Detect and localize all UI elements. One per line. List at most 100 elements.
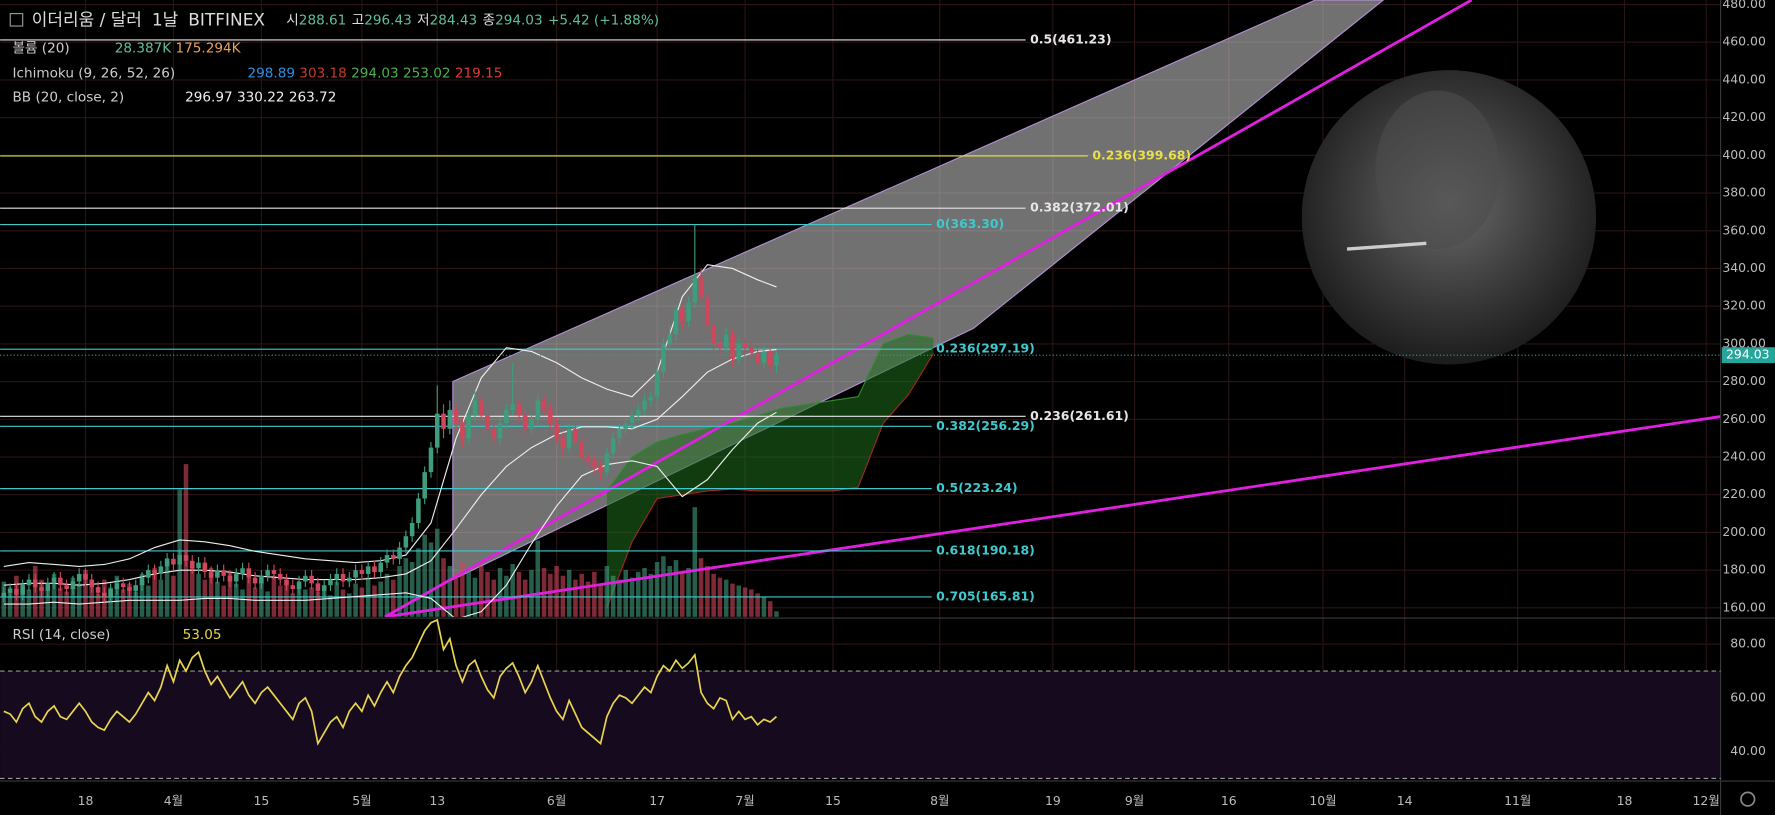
volume-bar xyxy=(227,571,233,617)
candle-body xyxy=(742,343,748,348)
candle-body xyxy=(290,585,296,590)
volume-bar xyxy=(76,583,82,617)
volume-bar xyxy=(409,562,415,617)
x-tick-label: 15 xyxy=(253,793,269,808)
candle-body xyxy=(692,277,698,303)
candle-body xyxy=(372,566,377,573)
candle-body xyxy=(227,575,233,582)
volume-bar xyxy=(434,528,440,617)
x-tick-label: 16 xyxy=(1221,793,1237,808)
volume-bar xyxy=(592,571,597,617)
candle-body xyxy=(661,343,666,373)
last-price-tag xyxy=(1721,347,1775,364)
y-tick-label: 300.00 xyxy=(1722,335,1766,350)
candle-body xyxy=(277,573,283,580)
indicator-value: 219.15 xyxy=(455,66,503,82)
candle-body xyxy=(1,592,7,597)
candle-body xyxy=(447,409,453,429)
header: 이더리움 / 달러 1날 BITFINEX 시288.61 고296.43 저2… xyxy=(32,10,659,30)
x-tick-label: 14 xyxy=(1397,793,1413,808)
candle-body xyxy=(303,575,308,582)
candle-body xyxy=(334,573,340,580)
candle-body xyxy=(32,579,38,588)
x-tick-label: 6월 xyxy=(547,793,566,808)
candle-body xyxy=(736,343,742,359)
ichimoku-span-b xyxy=(606,353,934,609)
candle-body xyxy=(397,547,402,559)
volume-bar xyxy=(466,569,471,617)
candle-body xyxy=(252,577,258,584)
volume-bar xyxy=(736,585,742,617)
ohlc-value: 284.43 xyxy=(430,12,478,28)
ohlc-label: 고 xyxy=(352,12,364,28)
volume-bar xyxy=(89,585,95,617)
candle-body xyxy=(246,568,252,578)
volume-bar xyxy=(83,569,88,617)
fib-label: 0.5(461.23) xyxy=(1030,31,1111,46)
volume-bar xyxy=(403,558,409,617)
candle-body xyxy=(623,423,628,429)
volume-bar xyxy=(271,575,277,617)
volume-bar xyxy=(45,585,51,617)
candle-body xyxy=(617,428,622,439)
candle-body xyxy=(717,343,723,348)
volume-bar xyxy=(133,591,139,617)
volume-bar xyxy=(516,571,522,617)
candle-body xyxy=(26,579,32,586)
candle-body xyxy=(541,400,547,410)
volume-bar xyxy=(221,585,226,617)
volume-bar xyxy=(328,595,333,617)
y-tick-label: 60.00 xyxy=(1730,689,1766,704)
indicator-name: RSI (14, close) xyxy=(13,627,111,643)
indicator-name: Ichimoku (9, 26, 52, 26) xyxy=(13,66,176,82)
rsi-line xyxy=(3,618,778,746)
volume-bar xyxy=(340,589,346,617)
candle-body xyxy=(51,577,57,584)
symbol: 이더리움 / 달러 xyxy=(32,10,142,30)
volume-bar xyxy=(171,575,176,617)
candle-body xyxy=(491,428,497,439)
collapse-icon[interactable] xyxy=(9,13,24,27)
y-tick-label: 160.00 xyxy=(1722,599,1766,614)
volume-bar xyxy=(252,587,258,617)
volume-bar xyxy=(560,575,566,617)
y-tick-label: 400.00 xyxy=(1722,147,1766,162)
ichimoku-span-a xyxy=(606,333,934,492)
y-tick-label: 480.00 xyxy=(1722,0,1766,11)
candle-body xyxy=(560,438,566,448)
trend-line xyxy=(384,0,1473,617)
ichimoku-cloud xyxy=(606,334,934,608)
candle-body xyxy=(585,457,591,461)
volume-bar xyxy=(485,571,490,617)
settings-icon[interactable] xyxy=(1740,791,1756,807)
candle-body xyxy=(89,579,95,588)
candle-body xyxy=(139,577,145,586)
candle-body xyxy=(579,441,585,458)
y-tick-label: 340.00 xyxy=(1722,260,1766,275)
candle-body xyxy=(510,404,515,410)
x-tick-label: 8월 xyxy=(930,793,949,808)
volume-bar xyxy=(359,587,365,617)
y-tick-label: 240.00 xyxy=(1722,449,1766,464)
candle-body xyxy=(265,570,270,576)
candle-body xyxy=(761,351,767,363)
fib-label: 0.5(223.24) xyxy=(936,480,1017,495)
candle-body xyxy=(573,428,578,442)
fib-label: 0.382(372.01) xyxy=(1030,200,1129,215)
candle-body xyxy=(422,472,427,499)
y-tick-label: 260.00 xyxy=(1722,411,1766,426)
change: +5.42 (+1.88%) xyxy=(548,12,659,28)
candle-body xyxy=(196,562,201,569)
volume-bar xyxy=(277,585,283,617)
volume-bar xyxy=(723,579,729,617)
indicator-value: 330.22 xyxy=(237,89,285,105)
volume-bar xyxy=(64,591,69,617)
x-tick-label: 19 xyxy=(1045,793,1061,808)
ohlc-value: 294.03 xyxy=(495,12,543,28)
y-tick-label: 220.00 xyxy=(1722,486,1766,501)
indicator-value: 294.03 xyxy=(351,66,399,82)
volume-bar xyxy=(7,587,13,617)
candle-body xyxy=(70,581,76,590)
candle-body xyxy=(434,413,440,448)
